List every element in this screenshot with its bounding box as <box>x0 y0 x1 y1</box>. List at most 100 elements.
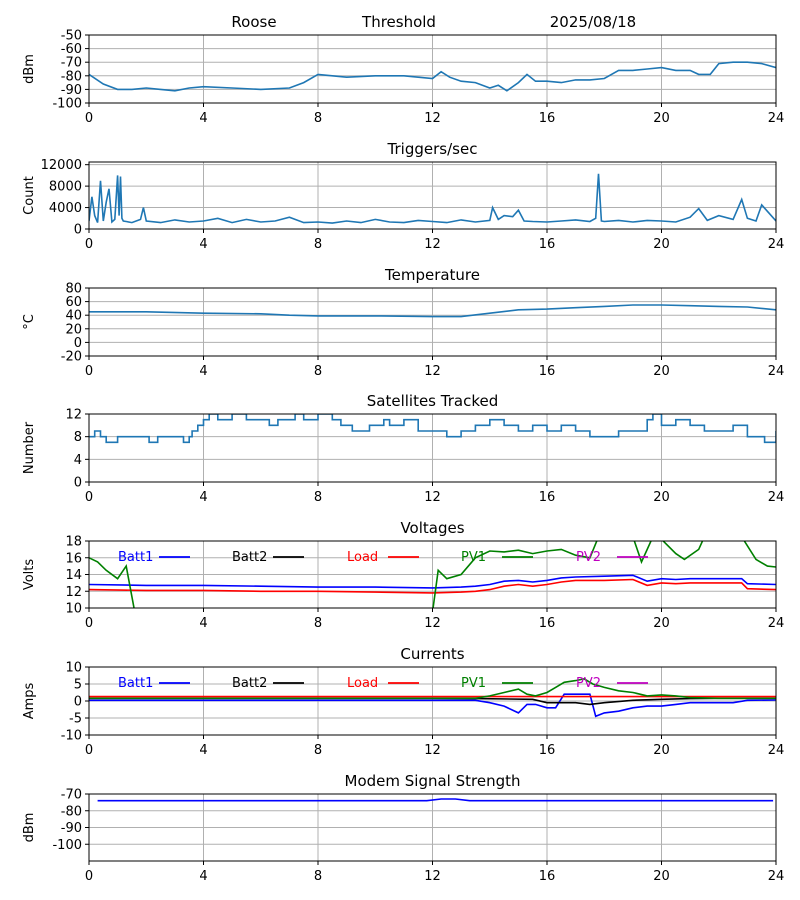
x-tick-label: 24 <box>768 490 785 505</box>
y-tick-label: 80 <box>65 282 82 297</box>
y-tick-label: 18 <box>65 535 82 550</box>
panel-title: Satellites Tracked <box>367 392 498 410</box>
y-tick-label: 12000 <box>41 158 82 173</box>
x-tick-label: 8 <box>314 490 322 505</box>
panel-title: Voltages <box>400 519 464 537</box>
y-tick-label: -50 <box>61 29 82 44</box>
y-tick-label: 0 <box>74 695 82 710</box>
x-tick-label: 24 <box>768 743 785 758</box>
x-tick-label: 16 <box>539 111 556 126</box>
y-tick-label: 4 <box>74 453 82 468</box>
y-tick-label: -70 <box>61 788 82 803</box>
y-axis-label: °C <box>22 314 37 330</box>
x-tick-label: 0 <box>85 743 93 758</box>
y-tick-label: 0 <box>74 336 82 351</box>
header-mode: Threshold <box>361 13 436 31</box>
x-tick-label: 24 <box>768 364 785 379</box>
series-line-pv1-3-1 <box>432 541 598 608</box>
x-tick-label: 16 <box>539 743 556 758</box>
legend-label-batt2: Batt2 <box>232 676 267 691</box>
x-tick-label: 20 <box>653 869 670 884</box>
x-tick-label: 0 <box>85 869 93 884</box>
x-tick-label: 4 <box>199 616 207 631</box>
x-tick-label: 20 <box>653 364 670 379</box>
x-tick-label: 16 <box>539 364 556 379</box>
series-line-temperature-0-0 <box>89 304 776 318</box>
header-station: Roose <box>231 13 276 31</box>
legend-label-batt2: Batt2 <box>232 550 267 565</box>
y-axis-label: Count <box>22 176 37 215</box>
x-tick-label: 16 <box>539 237 556 252</box>
x-tick-label: 12 <box>424 364 441 379</box>
legend-label-pv1: PV1 <box>461 550 486 565</box>
series-line-batt1-0-0 <box>89 574 776 589</box>
y-axis-label: dBm <box>22 813 37 843</box>
x-tick-label: 4 <box>199 743 207 758</box>
x-tick-label: 20 <box>653 743 670 758</box>
y-tick-label: 14 <box>65 568 82 583</box>
panel-title: Temperature <box>384 266 480 284</box>
y-axis-label: Number <box>22 421 37 474</box>
x-tick-label: 24 <box>768 111 785 126</box>
y-tick-label: 12 <box>65 585 82 600</box>
x-tick-label: 0 <box>85 364 93 379</box>
x-tick-label: 16 <box>539 616 556 631</box>
legend-label-pv1: PV1 <box>461 676 486 691</box>
series-line-satellites-0-0 <box>89 414 776 444</box>
x-tick-label: 0 <box>85 490 93 505</box>
y-tick-label: -70 <box>61 56 82 71</box>
y-tick-label: -80 <box>61 804 82 819</box>
y-tick-label: 20 <box>65 322 82 337</box>
x-tick-label: 0 <box>85 237 93 252</box>
x-tick-label: 4 <box>199 111 207 126</box>
x-tick-label: 8 <box>314 364 322 379</box>
legend-label-batt1: Batt1 <box>118 676 153 691</box>
series-line-pv1-3-0 <box>89 678 776 700</box>
x-tick-label: 24 <box>768 869 785 884</box>
series-line-signal-0-0 <box>89 61 776 92</box>
x-tick-label: 24 <box>768 237 785 252</box>
legend-label-batt1: Batt1 <box>118 550 153 565</box>
x-tick-label: 8 <box>314 743 322 758</box>
x-tick-label: 12 <box>424 616 441 631</box>
panel-satellites: 0 4 8 12 16 20 24 0 4 8 12 Satellites Tracked Number <box>22 392 784 505</box>
panel-triggers: 0 4 8 12 16 20 24 0 4000 8000 12000 Triggers/sec Cou… <box>22 140 784 252</box>
x-tick-label: 20 <box>653 616 670 631</box>
y-tick-label: 0 <box>74 223 82 238</box>
y-axis-label: dBm <box>22 54 37 84</box>
legend-label-pv2: PV2 <box>576 676 601 691</box>
legend-label-pv2: PV2 <box>576 550 601 565</box>
x-tick-label: 20 <box>653 490 670 505</box>
y-tick-label: 60 <box>65 295 82 310</box>
x-tick-label: 4 <box>199 237 207 252</box>
y-axis-label: Amps <box>22 682 37 719</box>
x-tick-label: 8 <box>314 111 322 126</box>
series-line-modem-0-0 <box>97 798 774 802</box>
x-tick-label: 16 <box>539 869 556 884</box>
x-tick-label: 12 <box>424 237 441 252</box>
y-axis-label: Volts <box>22 559 37 591</box>
y-tick-label: 16 <box>65 551 82 566</box>
x-tick-label: 20 <box>653 237 670 252</box>
y-tick-label: 4000 <box>49 201 82 216</box>
panel-signal: 0 4 8 12 16 20 24 -100-90-80-70-60-50 dBm <box>22 29 784 127</box>
x-tick-label: 0 <box>85 616 93 631</box>
y-tick-label: -90 <box>61 821 82 836</box>
y-tick-label: -100 <box>52 838 82 853</box>
series-line-pv1-3-3 <box>743 541 776 568</box>
x-tick-label: 8 <box>314 616 322 631</box>
panel-title: Modem Signal Strength <box>345 772 521 790</box>
x-tick-label: 12 <box>424 111 441 126</box>
y-tick-label: 8000 <box>49 180 82 195</box>
x-tick-label: 24 <box>768 616 785 631</box>
x-tick-label: 8 <box>314 237 322 252</box>
series-line-load-2-0 <box>89 578 776 594</box>
x-tick-label: 16 <box>539 490 556 505</box>
x-tick-label: 8 <box>314 869 322 884</box>
y-tick-label: -80 <box>61 69 82 84</box>
series-line-triggers-0-0 <box>89 173 776 224</box>
